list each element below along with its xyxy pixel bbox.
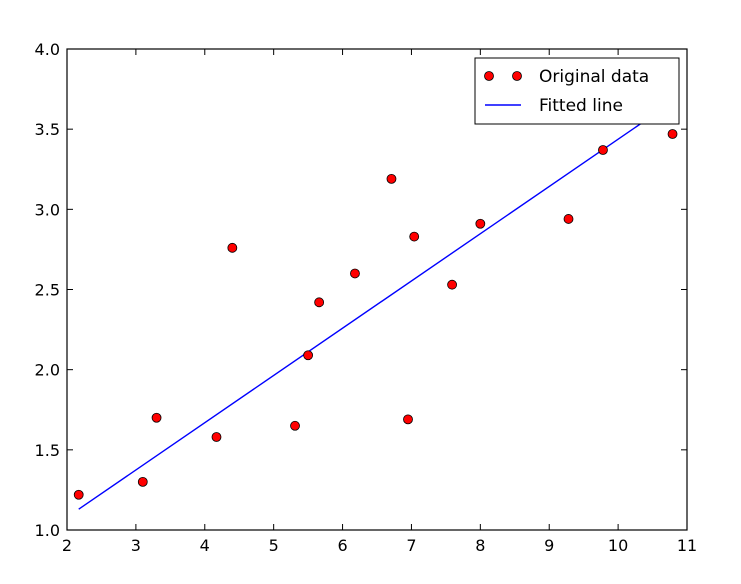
data-point bbox=[409, 231, 420, 242]
y-tick-label: 1.0 bbox=[35, 521, 60, 540]
y-tick-label: 4.0 bbox=[35, 40, 60, 59]
legend-label: Original data bbox=[539, 67, 649, 87]
data-point bbox=[151, 412, 162, 423]
data-point bbox=[73, 489, 84, 500]
legend: Original data Fitted line bbox=[474, 57, 680, 125]
y-tick-label: 2.0 bbox=[35, 361, 60, 380]
legend-marker bbox=[484, 71, 494, 81]
x-tick-label: 9 bbox=[544, 536, 554, 555]
x-tick-label: 6 bbox=[337, 536, 347, 555]
x-tick-label: 3 bbox=[131, 536, 141, 555]
x-tick-label: 4 bbox=[200, 536, 210, 555]
x-tick-label: 11 bbox=[677, 536, 697, 555]
legend-label: Fitted line bbox=[539, 96, 623, 116]
data-point bbox=[211, 432, 222, 442]
y-tick-label: 1.5 bbox=[35, 441, 60, 460]
data-point bbox=[475, 218, 486, 229]
y-tick-label: 2.5 bbox=[35, 281, 60, 300]
data-point bbox=[563, 214, 574, 224]
data-point bbox=[303, 350, 314, 361]
plot-layer: 2 3 4 5 6 7 8 9 10 11 1.0 1.5 2.0 2.5 3.0 3.5 4.0 bbox=[35, 40, 698, 555]
data-group bbox=[73, 101, 678, 510]
x-tick-label: 7 bbox=[406, 536, 416, 555]
data-point bbox=[137, 476, 148, 487]
x-tick-label: 10 bbox=[608, 536, 628, 555]
x-tick-label: 5 bbox=[269, 536, 279, 555]
legend-box bbox=[474, 57, 680, 125]
y-tick-label: 3.5 bbox=[35, 120, 60, 139]
fitted-line bbox=[78, 101, 673, 510]
y-tick-label: 3.0 bbox=[35, 200, 60, 219]
data-point bbox=[350, 268, 360, 279]
data-point bbox=[598, 145, 608, 155]
x-tick-label: 2 bbox=[62, 536, 72, 555]
x-tick-label: 8 bbox=[475, 536, 485, 555]
data-point bbox=[314, 297, 325, 308]
legend-marker bbox=[512, 71, 522, 81]
data-point bbox=[386, 173, 397, 184]
data-point bbox=[227, 242, 238, 253]
data-point bbox=[667, 129, 678, 139]
data-point bbox=[403, 414, 413, 425]
data-point bbox=[447, 279, 457, 290]
data-point bbox=[290, 420, 300, 431]
